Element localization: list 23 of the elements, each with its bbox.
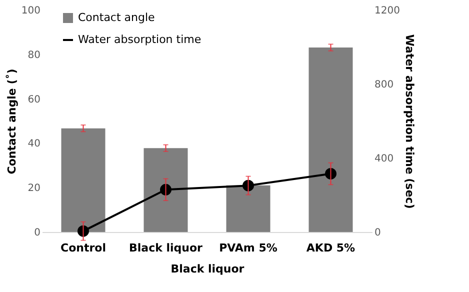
x-tick-label: AKD 5% <box>306 242 356 254</box>
bar <box>226 185 270 232</box>
y2-tick-label: 1200 <box>374 6 400 16</box>
y2-tick-label: 400 <box>374 154 394 164</box>
y-axis-title: Contact angle (˚) <box>5 68 18 174</box>
y2-tick-label: 800 <box>374 80 394 90</box>
y2-axis-title: Water absorption time (sec) <box>402 34 416 209</box>
legend-label: Water absorption time <box>78 33 202 46</box>
y-tick-label: 60 <box>28 94 40 106</box>
y-tick-label: 0 <box>34 228 40 238</box>
x-tick-label: PVAm 5% <box>219 242 278 254</box>
bar <box>144 148 188 232</box>
y-tick-label: 100 <box>21 6 40 16</box>
legend-label: Contact angle <box>78 11 156 24</box>
y-tick-label: 80 <box>28 50 40 61</box>
y2-tick-label: 0 <box>374 228 381 238</box>
y-tick-label: 20 <box>28 183 40 194</box>
bar <box>61 128 106 232</box>
bar <box>308 48 353 232</box>
x-tick-label: Control <box>60 242 106 254</box>
x-axis-title: Black liquor <box>170 262 245 276</box>
x-tick-label: Black liquor <box>129 242 204 254</box>
y-tick-label: 40 <box>28 138 40 150</box>
